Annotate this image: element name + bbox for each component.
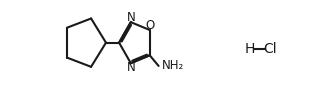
Text: N: N xyxy=(126,11,135,24)
Text: Cl: Cl xyxy=(263,42,277,56)
Text: H: H xyxy=(245,42,255,56)
Text: N: N xyxy=(126,61,135,74)
Text: NH₂: NH₂ xyxy=(162,59,184,72)
Text: O: O xyxy=(145,19,154,32)
